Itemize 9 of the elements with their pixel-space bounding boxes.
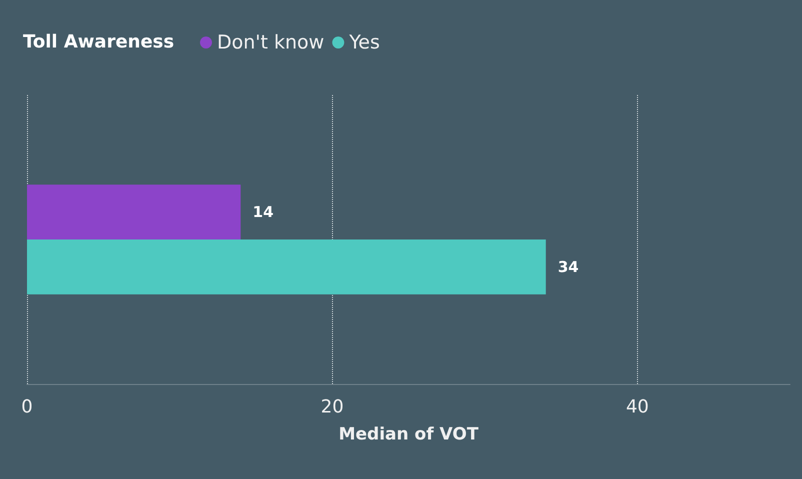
data-label: 34	[558, 258, 579, 276]
x-tick-label: 20	[320, 396, 344, 418]
x-tick-label: 0	[21, 396, 33, 418]
legend-label: Don't know	[217, 32, 324, 54]
legend-title: Toll Awareness	[23, 32, 174, 52]
x-tick-label: 40	[626, 396, 649, 418]
x-axis-title: Median of VOT	[338, 424, 479, 444]
data-label: 14	[252, 203, 274, 222]
legend-label: Yes	[348, 32, 380, 54]
